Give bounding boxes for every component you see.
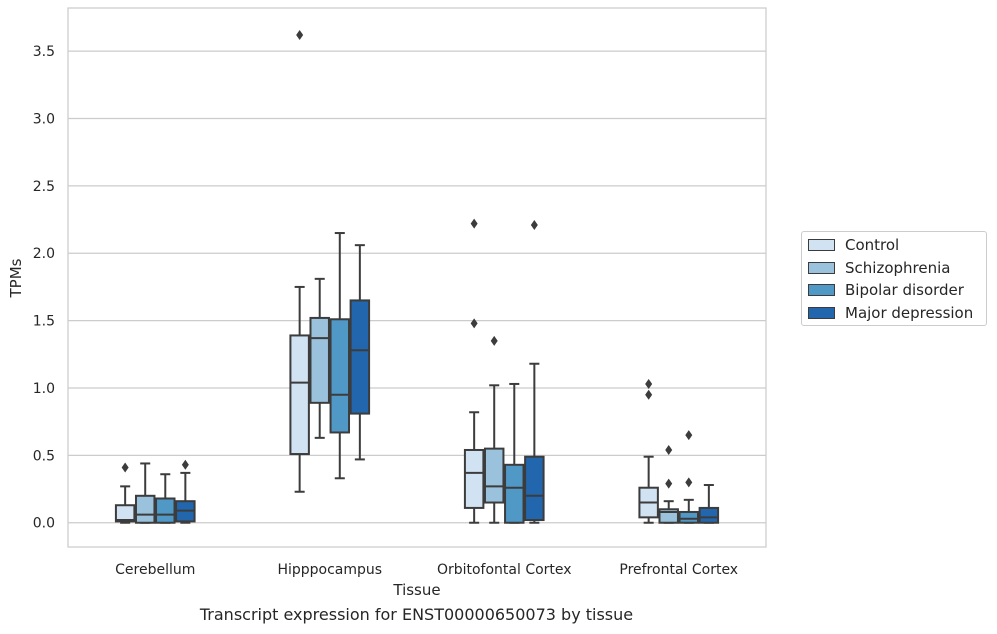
y-tick-label: 1.5: [33, 314, 55, 330]
box-0-0: [114, 462, 136, 524]
box-2-0: [463, 218, 485, 524]
y-tick-label: 3.5: [33, 44, 55, 60]
outlier-point: [296, 29, 304, 40]
box-1-3: [349, 244, 371, 461]
legend: Control Schizophrenia Bipolar disorder M…: [801, 231, 987, 326]
x-axis-label: Tissue: [392, 581, 440, 599]
legend-item-bipolar-disorder: Bipolar disorder: [808, 280, 964, 300]
x-tick-label: Prefrontal Cortex: [619, 562, 738, 578]
x-tick-label: Cerebellum: [115, 562, 195, 578]
outlier-point: [685, 477, 693, 488]
box-body: [134, 494, 156, 524]
legend-label: Bipolar disorder: [845, 281, 964, 299]
box-3-0: [638, 378, 659, 524]
outlier-point: [665, 444, 673, 455]
box-2-3: [524, 219, 545, 524]
legend-label: Major depression: [845, 304, 974, 322]
box-body: [463, 448, 485, 509]
outlier-point: [470, 218, 478, 229]
boxes: [114, 29, 720, 524]
y-tick-label: 3.0: [33, 111, 55, 127]
box-body: [483, 447, 505, 504]
outlier-point: [490, 335, 498, 346]
y-tick-labels: 0.0 0.5 1.0 1.5 2.0 2.5 3.0 3.5: [33, 44, 55, 532]
outlier-point: [645, 389, 653, 400]
box-3-3: [698, 484, 720, 524]
plot-frame: [67, 7, 767, 548]
outlier-point: [665, 478, 673, 489]
outlier-point: [645, 378, 653, 389]
box-body: [309, 316, 330, 404]
box-1-2: [329, 232, 351, 480]
box-body: [289, 334, 310, 456]
box-3-2: [678, 430, 700, 524]
box-1-0: [289, 29, 310, 493]
box-body: [524, 455, 545, 522]
y-tick-label: 2.0: [33, 246, 55, 262]
outlier-point: [685, 430, 693, 441]
y-axis-label: TPMs: [7, 258, 25, 298]
legend-item-schizophrenia: Schizophrenia: [808, 258, 950, 278]
box-body: [698, 506, 720, 524]
y-tick-label: 0.0: [33, 516, 55, 532]
box-body: [349, 299, 371, 415]
legend-label: Control: [845, 236, 900, 254]
legend-swatch: [808, 262, 835, 274]
box-2-2: [504, 382, 525, 524]
legend-swatch: [808, 239, 835, 251]
box-3-1: [658, 444, 679, 524]
outlier-point: [470, 318, 478, 329]
y-tick-label: 1.0: [33, 381, 55, 397]
y-tick-label: 0.5: [33, 448, 55, 464]
outlier-point: [121, 462, 129, 473]
box-0-2: [155, 473, 176, 524]
legend-label: Schizophrenia: [845, 259, 951, 277]
box-body: [114, 504, 136, 523]
box-body: [504, 463, 525, 524]
legend-swatch: [808, 284, 835, 296]
plot-background: [68, 8, 766, 547]
box-body: [155, 497, 176, 524]
box-body: [678, 510, 700, 524]
x-tick-label: Hipppocampus: [277, 562, 382, 578]
legend-item-major-depression: Major depression: [808, 303, 973, 323]
outlier-point: [530, 219, 538, 230]
box-2-1: [483, 335, 505, 524]
box-body: [329, 318, 351, 434]
y-tick-label: 2.5: [33, 179, 55, 195]
legend-swatch: [808, 307, 835, 319]
x-tick-label: Orbitofontal Cortex: [437, 562, 572, 578]
outlier-point: [181, 459, 189, 470]
legend-item-control: Control: [808, 235, 899, 255]
box-0-1: [134, 462, 156, 524]
chart-caption: Transcript expression for ENST0000065007…: [199, 605, 634, 624]
box-0-3: [175, 459, 196, 524]
box-1-1: [309, 277, 330, 439]
x-tick-labels: Cerebellum Hipppocampus Orbitofontal Corte…: [115, 562, 738, 578]
